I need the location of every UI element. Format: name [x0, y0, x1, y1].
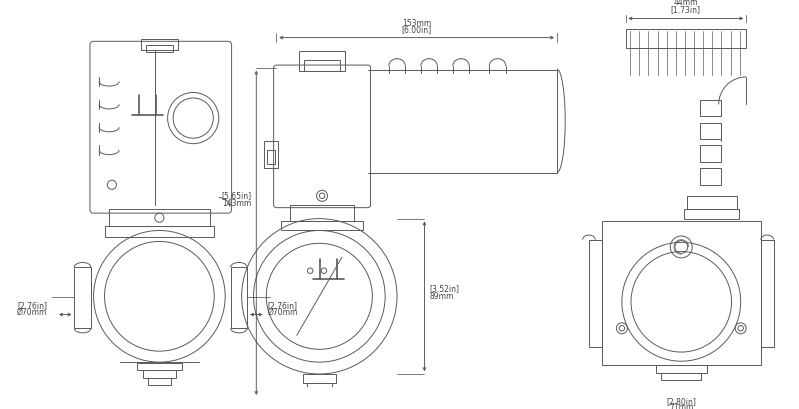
Bar: [310, 391, 328, 398]
Text: [5.65in]: [5.65in]: [221, 191, 252, 200]
Bar: [303, 374, 336, 383]
Bar: [281, 221, 364, 231]
Bar: [761, 240, 773, 346]
Bar: [148, 378, 171, 385]
Bar: [602, 221, 761, 365]
Text: 71mm: 71mm: [669, 403, 694, 409]
Bar: [687, 196, 737, 209]
Text: [3.52in]: [3.52in]: [429, 285, 459, 294]
Bar: [656, 365, 707, 373]
Text: 89mm: 89mm: [429, 292, 453, 301]
Bar: [109, 209, 209, 226]
Bar: [299, 52, 345, 72]
Bar: [137, 363, 182, 370]
Text: 153mm: 153mm: [402, 18, 431, 27]
Text: [2.76in]: [2.76in]: [17, 301, 47, 310]
Text: Ø70mm: Ø70mm: [17, 308, 47, 317]
Bar: [307, 383, 332, 391]
Bar: [626, 29, 746, 48]
Bar: [589, 240, 602, 346]
Bar: [264, 141, 278, 169]
Text: Ø70mm: Ø70mm: [267, 308, 297, 317]
Bar: [141, 38, 177, 49]
Text: [6.00in]: [6.00in]: [402, 25, 431, 34]
Bar: [231, 267, 247, 328]
Bar: [105, 226, 214, 237]
Bar: [661, 373, 702, 380]
Bar: [701, 169, 721, 185]
Bar: [74, 267, 91, 328]
Bar: [267, 150, 275, 164]
Bar: [701, 146, 721, 162]
Text: [2.76in]: [2.76in]: [267, 301, 297, 310]
Text: [1.73in]: [1.73in]: [671, 5, 701, 14]
Bar: [143, 370, 176, 378]
Bar: [684, 209, 739, 219]
Text: 143mm: 143mm: [222, 199, 252, 208]
Text: 44mm: 44mm: [674, 0, 698, 7]
Bar: [145, 45, 173, 52]
Bar: [304, 61, 340, 72]
Bar: [701, 100, 721, 116]
Text: [2.80in]: [2.80in]: [666, 397, 696, 406]
Bar: [290, 205, 354, 221]
Bar: [701, 123, 721, 139]
